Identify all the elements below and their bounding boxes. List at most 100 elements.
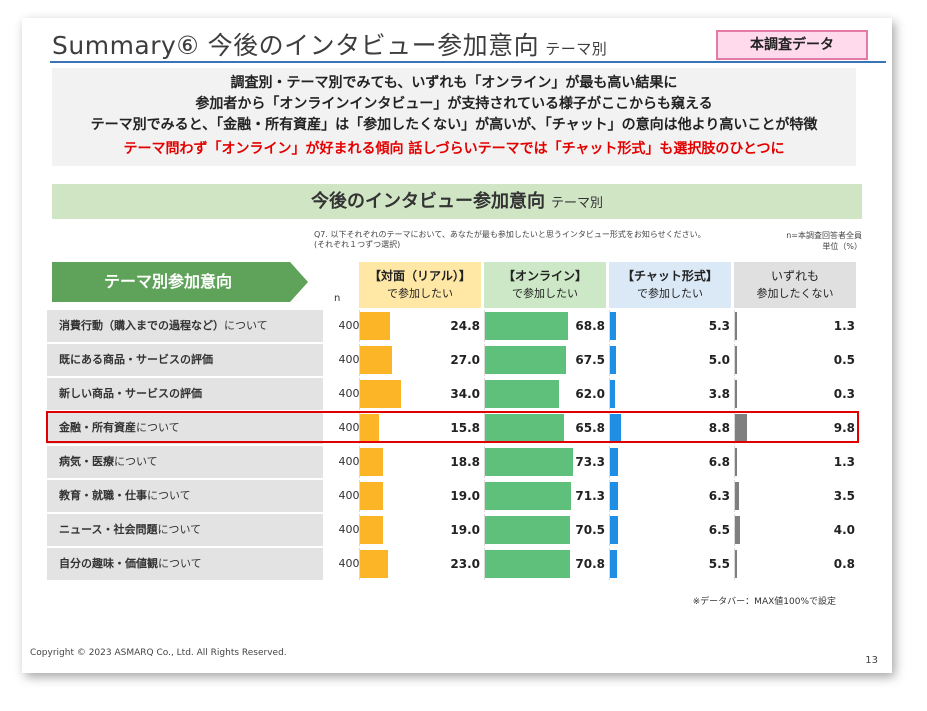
row-label: ニュース・社会問題について (47, 514, 323, 546)
data-bar (360, 312, 390, 340)
data-bar (735, 516, 740, 544)
data-cell: 0.3 (734, 378, 859, 410)
column-header-face-to-face: 【対面（リアル）】 で参加したい (359, 262, 481, 308)
data-bar (485, 482, 571, 510)
data-cell: 5.5 (609, 548, 734, 580)
data-bar (735, 482, 740, 510)
data-cell: 70.5 (484, 514, 609, 546)
data-cell: 4.0 (734, 514, 859, 546)
data-label: 5.0 (708, 353, 730, 367)
summary-line-3: テーマ別でみると、「金融・所有資産」は「参加したくない」が高いが、「チャット」の… (90, 117, 818, 133)
column-header-subtitle: で参加したい (512, 287, 578, 300)
question-line-1: Q7. 以下それぞれのテーマにおいて、あなたが最も参加したいと思うインタビュー形… (314, 230, 706, 239)
section-title-text: 今後のインタビュー参加意向 (310, 191, 545, 212)
data-label: 67.5 (575, 353, 605, 367)
data-bar (485, 516, 570, 544)
summary-line-1: 調査別・テーマ別でみても、いずれも「オンライン」が最も高い結果に (230, 75, 678, 91)
data-bar (485, 312, 568, 340)
data-cell: 3.8 (609, 378, 734, 410)
row-label-main: 既にある商品・サービスの評価 (59, 353, 213, 366)
column-header-none: いずれも 参加したくない (734, 262, 856, 308)
data-cell: 27.0 (359, 344, 484, 376)
data-cell: 15.8 (359, 412, 484, 444)
data-bar (610, 380, 615, 408)
column-header-online: 【オンライン】 で参加したい (484, 262, 606, 308)
data-cell: 18.8 (359, 446, 484, 478)
page-title-sub: テーマ別 (545, 40, 608, 58)
row-label-suffix: について (158, 557, 202, 570)
table-row: 病気・医療について 400 18.8 73.3 6.8 1.3 (47, 446, 859, 478)
data-cell: 0.8 (734, 548, 859, 580)
data-bar (735, 380, 737, 408)
row-label-main: 教育・就職・仕事 (59, 489, 147, 502)
data-bar (360, 380, 401, 408)
page-title: Summary⑥ 今後のインタビュー参加意向 テーマ別 (52, 26, 607, 62)
data-bar (735, 312, 737, 340)
data-cell: 3.5 (734, 480, 859, 512)
table-row: 金融・所有資産について 400 15.8 65.8 8.8 9.8 (47, 412, 859, 444)
data-bar (360, 448, 383, 476)
data-bar (610, 312, 617, 340)
row-label-main: 病気・医療 (59, 455, 114, 468)
data-cell: 0.5 (734, 344, 859, 376)
data-label: 5.5 (708, 557, 730, 571)
data-cell: 1.3 (734, 446, 859, 478)
copyright: Copyright © 2023 ASMARQ Co., Ltd. All Ri… (30, 648, 287, 658)
row-header-arrow: テーマ別参加意向 (52, 262, 308, 302)
data-label: 6.3 (708, 489, 730, 503)
data-bar (485, 414, 564, 442)
data-label: 0.5 (833, 353, 855, 367)
row-label-suffix: について (114, 455, 158, 468)
data-cell: 24.8 (359, 310, 484, 342)
row-label-suffix: について (157, 523, 202, 536)
footnote: ※データバー：MAX値100%で設定 (692, 597, 836, 607)
data-bar (735, 414, 747, 442)
data-cell: 67.5 (484, 344, 609, 376)
data-cell: 65.8 (484, 412, 609, 444)
data-cell: 62.0 (484, 378, 609, 410)
section-title: 今後のインタビュー参加意向 テーマ別 (52, 184, 862, 219)
column-header-subtitle: で参加したい (637, 287, 703, 300)
data-label: 19.0 (450, 489, 480, 503)
data-label: 19.0 (450, 523, 480, 537)
row-n-value: 400 (338, 319, 360, 332)
data-bar (360, 346, 393, 374)
data-label: 71.3 (575, 489, 605, 503)
data-label: 27.0 (450, 353, 480, 367)
row-n-value: 400 (338, 557, 360, 570)
row-n-value: 400 (338, 455, 360, 468)
table-row: 新しい商品・サービスの評価 400 34.0 62.0 3.8 0.3 (47, 378, 859, 410)
data-bar (735, 550, 737, 578)
row-label-main: 消費行動（購入までの過程など） (59, 319, 224, 332)
row-label: 新しい商品・サービスの評価 (47, 378, 323, 410)
base-note-text: n=本調査回答者全員 (786, 231, 862, 240)
data-label: 0.3 (833, 387, 855, 401)
data-cell: 6.3 (609, 480, 734, 512)
data-label: 4.0 (833, 523, 855, 537)
row-label: 消費行動（購入までの過程など）について (47, 310, 323, 342)
row-label: 自分の趣味・価値観について (47, 548, 323, 580)
data-bar (610, 550, 617, 578)
column-header-subtitle: で参加したい (387, 287, 453, 300)
data-label: 73.3 (575, 455, 605, 469)
column-header-title: 【オンライン】 (502, 269, 587, 283)
data-label: 3.8 (708, 387, 730, 401)
table-row: 既にある商品・サービスの評価 400 27.0 67.5 5.0 0.5 (47, 344, 859, 376)
data-cell: 9.8 (734, 412, 859, 444)
summary-box: 調査別・テーマ別でみても、いずれも「オンライン」が最も高い結果に 参加者から「オ… (52, 68, 856, 166)
data-label: 62.0 (575, 387, 605, 401)
data-label: 9.8 (833, 421, 855, 435)
data-label: 24.8 (450, 319, 480, 333)
column-header-title: いずれも (770, 269, 819, 283)
data-label: 1.3 (833, 319, 855, 333)
data-bar (485, 380, 560, 408)
data-label: 18.8 (450, 455, 480, 469)
data-label: 6.8 (708, 455, 730, 469)
data-bar (485, 448, 573, 476)
column-header-title: 【チャット形式】 (622, 269, 718, 283)
row-n-value: 400 (338, 353, 360, 366)
data-label: 68.8 (575, 319, 605, 333)
row-n-value: 400 (338, 489, 360, 502)
data-bar (610, 482, 618, 510)
data-cell: 5.0 (609, 344, 734, 376)
